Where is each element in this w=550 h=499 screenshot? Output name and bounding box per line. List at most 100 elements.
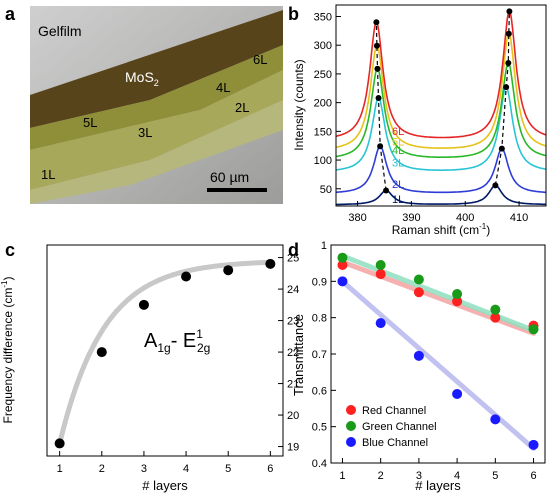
frequency-y-ticks: 19 20 21 22 23 24 25 <box>278 253 299 454</box>
x-tick-label: 390 <box>402 212 420 224</box>
data-point <box>413 287 424 298</box>
peak-marker <box>377 143 384 150</box>
y-tick-label: 23 <box>287 316 299 328</box>
mos2-label-sub: 2 <box>154 78 159 88</box>
flake-light-region <box>30 70 283 190</box>
x-tick-label: 3 <box>141 463 147 475</box>
peak-marker <box>503 84 510 91</box>
fit-line <box>339 259 537 336</box>
data-point <box>452 289 463 300</box>
x-tick-label: 2 <box>378 470 384 482</box>
x-tick-label: 6 <box>530 470 536 482</box>
y-tick-label: 0.7 <box>312 349 327 361</box>
freq-ylabel-sup: -1 <box>0 280 9 288</box>
transmittance-x-axis-label: # layers <box>415 478 461 493</box>
y-tick-label: 19 <box>287 442 299 454</box>
raman-dashed-lines <box>375 11 510 191</box>
fit-line <box>339 253 537 333</box>
raman-peak-markers <box>373 8 513 194</box>
panel-a-letter: a <box>5 4 16 24</box>
data-point <box>54 438 65 449</box>
data-point <box>528 439 539 450</box>
mos2-label: MoS2 <box>125 69 159 88</box>
layer-label: 6L <box>392 126 404 138</box>
spectrum-line <box>335 85 547 171</box>
peak-marker <box>505 30 512 37</box>
layer-label: 5L <box>392 136 404 148</box>
x-tick-label: 4 <box>454 470 460 482</box>
raman-xlabel-text: Raman shift (cm <box>392 223 479 237</box>
flake-thick-region <box>30 10 283 128</box>
layer-label-6l: 6L <box>253 52 267 67</box>
data-point <box>413 274 424 285</box>
frequency-x-ticks: 1 2 3 4 5 6 <box>57 451 273 475</box>
raman-x-axis-label: Raman shift (cm-1) <box>392 222 490 237</box>
layer-label: 2L <box>392 179 404 191</box>
y-tick-label: 50 <box>320 184 332 196</box>
micrograph: Gelfilm MoS2 6L 4L 2L 5L 3L 1L 60 µm <box>30 6 283 204</box>
x-tick-label: 400 <box>456 212 474 224</box>
x-tick-label: 2 <box>99 463 105 475</box>
frequency-fit-curve <box>57 259 273 446</box>
data-point <box>265 258 276 269</box>
data-point <box>337 252 348 263</box>
y-tick-label: 0.9 <box>312 276 327 288</box>
spectrum-line <box>335 145 547 194</box>
peak-marker <box>375 95 382 102</box>
flake-thin-region <box>30 100 283 204</box>
data-point <box>490 312 501 323</box>
raman-xlabel-end: ) <box>486 223 490 237</box>
data-point <box>490 414 501 425</box>
annotation-e-sup: 1 <box>196 327 203 341</box>
y-tick-label: 25 <box>287 253 299 265</box>
spectrum-line <box>335 33 547 149</box>
layer-label-5l: 5L <box>83 115 97 130</box>
annotation-mid: - E <box>171 330 197 352</box>
frequency-x-axis-label: # layers <box>142 478 188 493</box>
frequency-y-axis-label: Frequency difference (cm-1) <box>0 277 15 424</box>
data-point <box>337 259 348 270</box>
panel-d-letter: d <box>288 240 299 260</box>
transmittance-y-ticks: 0.4 0.5 0.6 0.7 0.8 0.9 1 <box>312 240 336 470</box>
peak-marker <box>498 145 505 152</box>
legend-marker <box>346 421 356 431</box>
transmittance-y-axis-label: Transmittance <box>291 314 306 396</box>
y-tick-label: 200 <box>314 98 332 110</box>
peak-trend-line <box>375 22 387 191</box>
y-tick-label: 0.5 <box>312 422 327 434</box>
legend-marker <box>346 405 356 415</box>
peak-marker <box>506 8 513 15</box>
raman-spectra <box>335 9 547 206</box>
data-point <box>138 299 149 310</box>
peak-marker <box>374 65 381 72</box>
frequency-plot-frame <box>46 244 284 457</box>
y-tick-label: 21 <box>287 379 299 391</box>
annotation-a-sub: 1g <box>157 341 170 355</box>
layer-label-1l: 1L <box>41 167 55 182</box>
layer-label: 1L <box>392 194 404 206</box>
layer-label: 4L <box>392 145 404 157</box>
y-tick-label: 150 <box>314 126 332 138</box>
legend-label: Green Channel <box>362 421 437 433</box>
transmittance-legend: Red Channel Green Channel Blue Channel <box>346 405 437 449</box>
data-point <box>375 269 386 280</box>
peak-marker <box>373 42 380 49</box>
data-point <box>528 324 539 335</box>
frequency-points <box>54 258 276 449</box>
data-point <box>490 304 501 315</box>
annotation-a: A <box>144 330 158 352</box>
x-tick-label: 5 <box>225 463 231 475</box>
x-tick-label: 1 <box>57 463 63 475</box>
raman-plot-frame <box>335 4 547 207</box>
spectrum-line <box>336 184 546 206</box>
x-tick-label: 1 <box>339 470 345 482</box>
raman-y-axis-label: Intensity (counts) <box>292 59 306 150</box>
y-tick-label: 0.4 <box>312 458 327 470</box>
panel-c-letter: c <box>5 240 15 260</box>
data-point <box>96 347 107 358</box>
y-tick-label: 1 <box>321 240 327 252</box>
data-point <box>223 265 234 276</box>
raman-x-ticks: 380 390 400 410 <box>348 201 528 224</box>
